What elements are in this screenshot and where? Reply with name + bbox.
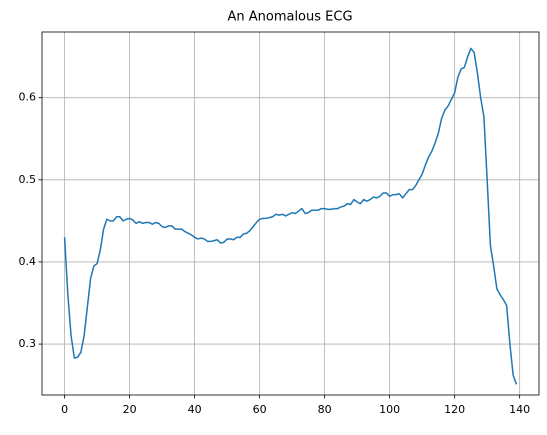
y-tick-label: 0.6	[19, 91, 37, 104]
x-tick-label: 40	[188, 403, 202, 416]
y-tick-label: 0.4	[19, 255, 37, 268]
plot-frame	[41, 31, 540, 396]
chart-title: An Anomalous ECG	[227, 10, 352, 25]
x-tick-label: 80	[318, 403, 332, 416]
x-tick-label: 0	[61, 403, 68, 416]
x-tick-label: 120	[444, 403, 465, 416]
x-tick-label: 140	[509, 403, 530, 416]
line-series	[63, 47, 518, 385]
x-tick-label: 20	[123, 403, 137, 416]
y-tick-label: 0.5	[19, 173, 37, 186]
x-tick-label: 60	[253, 403, 267, 416]
x-tick-label: 100	[379, 403, 400, 416]
y-tick-label: 0.3	[19, 337, 37, 350]
